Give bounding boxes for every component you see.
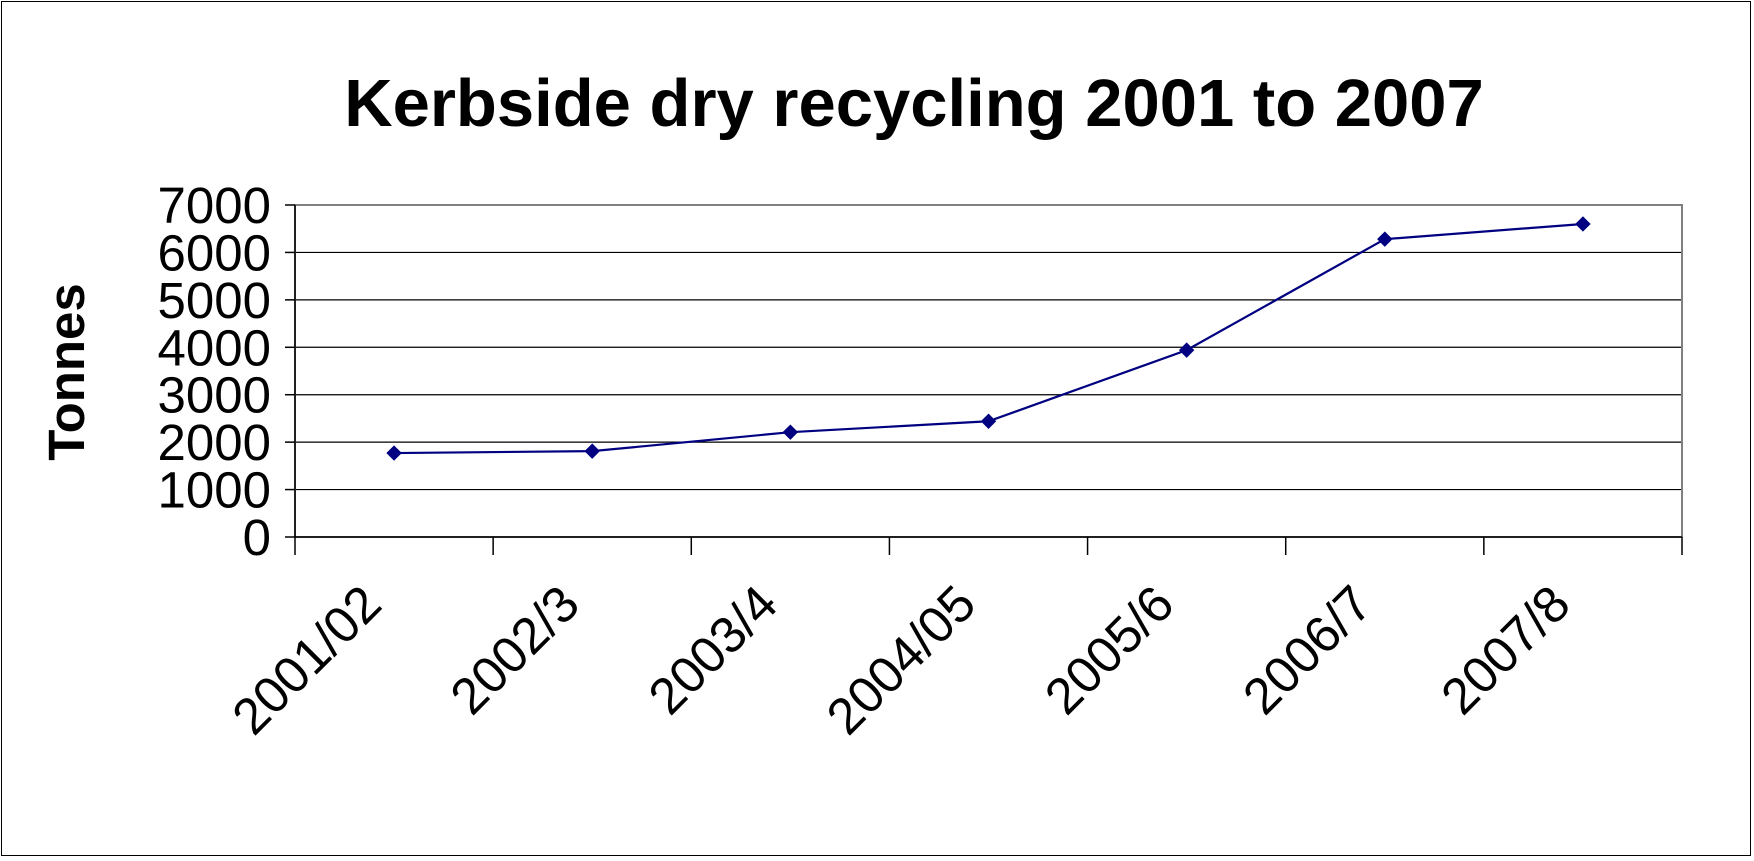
x-tick-label: 2005/6: [1034, 574, 1185, 725]
data-point-marker: [1575, 216, 1591, 232]
x-tick-label: 2004/05: [816, 574, 987, 745]
y-axis-label: Tonnes: [38, 283, 95, 461]
chart-title: Kerbside dry recycling 2001 to 2007: [344, 66, 1484, 141]
data-point-marker: [1178, 342, 1195, 358]
x-tick-label: 2001/02: [221, 574, 392, 745]
data-point-marker: [386, 445, 402, 461]
data-point-marker: [782, 424, 799, 440]
x-tick-label: 2002/3: [439, 574, 590, 725]
y-tick-label: 7000: [158, 177, 271, 234]
data-point-marker: [1377, 231, 1393, 247]
axes: [285, 204, 1683, 555]
data-point-marker: [584, 443, 600, 459]
y-tick-label: 0: [243, 509, 271, 566]
y-tick-label: 5000: [158, 272, 271, 329]
y-tick-label: 1000: [158, 462, 271, 519]
y-tick-label: 4000: [158, 319, 271, 376]
y-tick-label: 2000: [158, 414, 271, 471]
x-tick-label: 2007/8: [1430, 574, 1581, 725]
data-series: [386, 216, 1591, 461]
plot-area: [294, 204, 1683, 538]
y-tick-label: 3000: [158, 367, 271, 424]
y-tick-label: 6000: [158, 224, 271, 281]
x-tick-label: 2003/4: [638, 574, 789, 725]
data-point-marker: [980, 413, 997, 429]
x-tick-labels: 2001/02 2002/3 2003/4 2004/05 2005/6 2006/7 20…: [221, 574, 1581, 745]
gridlines: [295, 251, 1682, 491]
x-tick-label: 2006/7: [1232, 574, 1383, 725]
